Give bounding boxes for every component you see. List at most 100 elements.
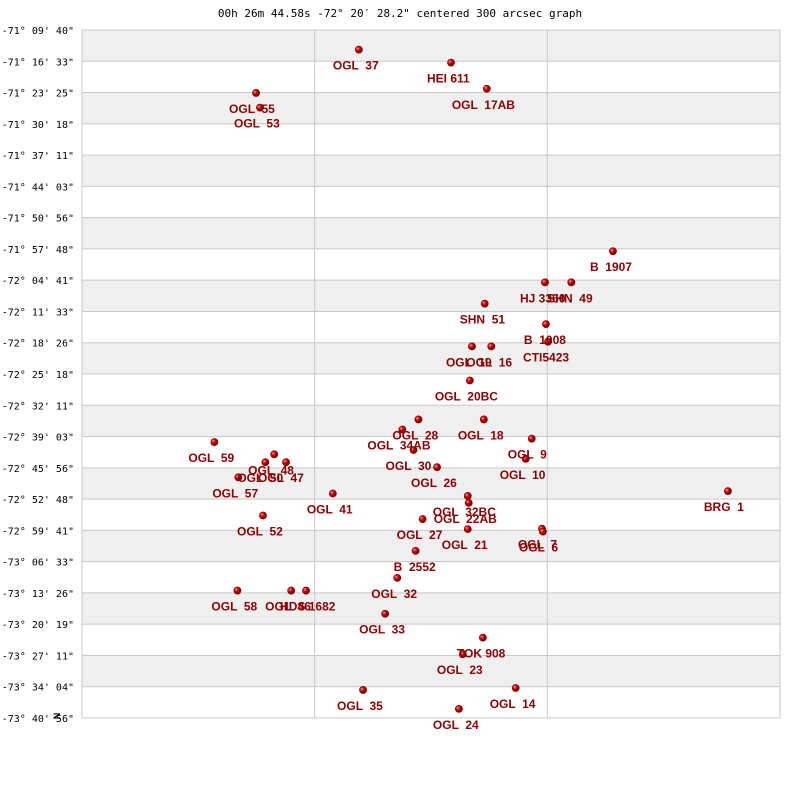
star-label: OGL 9: [508, 448, 547, 462]
row-bands: [82, 30, 780, 687]
y-tick-label: -72° 11' 33": [2, 307, 74, 318]
y-tick-label: -71° 23' 25": [2, 89, 74, 100]
star-label: B 1907: [590, 260, 632, 274]
star-point: [480, 299, 489, 308]
star-label: B 1008: [524, 333, 566, 347]
star-point: [544, 337, 552, 346]
star-label: OGL 34AB: [367, 438, 430, 452]
star-point: [252, 89, 260, 97]
y-tick-label: -73° 34' 04": [2, 683, 74, 694]
star-label: OGL 55: [229, 102, 275, 116]
star-label: OGL 23: [437, 663, 483, 677]
y-tick-label: -72° 04' 41": [2, 276, 74, 287]
star-label: OGL 6: [519, 541, 558, 555]
star-label: OGL 30: [386, 459, 432, 473]
star-label: OGL 52: [237, 525, 283, 539]
star-point: [398, 425, 407, 434]
y-tick-label: -72° 45' 56": [2, 464, 74, 475]
row-band: [82, 30, 780, 62]
star-label: OGL 57: [212, 486, 258, 500]
star-point: [482, 84, 491, 93]
star-point: [447, 58, 455, 67]
star-point: [411, 546, 420, 555]
star-point: [414, 415, 423, 424]
row-band: [82, 655, 780, 687]
star-point: [259, 511, 267, 520]
star-point: [282, 458, 290, 467]
star-label: OGL 17AB: [452, 98, 515, 112]
y-tick-label: -72° 25' 18": [2, 370, 74, 381]
y-tick-label: -71° 30' 18": [2, 120, 74, 131]
north-indicator: N: [52, 713, 62, 720]
plot-border: [81, 29, 781, 719]
row-band: [82, 467, 780, 500]
y-tick-label: -73° 40' 56": [2, 714, 74, 725]
row-band: [82, 92, 780, 124]
star-point: [287, 586, 296, 595]
y-tick-label: -71° 50' 56": [2, 214, 74, 225]
star-label: OGL 35: [337, 699, 383, 713]
star-label: TOK 908: [457, 647, 506, 661]
star-label: OGL 41: [307, 502, 353, 516]
y-tick-label: -73° 13' 26": [2, 589, 74, 600]
star-point: [521, 454, 530, 463]
star-point: [328, 489, 337, 498]
star-label: OGL 32BC: [433, 505, 496, 519]
star-point: [233, 586, 242, 595]
row-band: [82, 342, 780, 374]
star-label: OGL 21: [442, 538, 488, 552]
star-point: [418, 515, 427, 523]
star-point: [464, 498, 473, 507]
y-tick-label: -72° 59' 41": [2, 526, 74, 537]
y-tick-label: -71° 37' 11": [2, 151, 74, 162]
star-points: [210, 45, 732, 713]
star-point: [393, 573, 402, 582]
star-label: OGL 14: [490, 697, 536, 711]
star-point: [234, 473, 243, 482]
star-label: CTI5423: [523, 351, 569, 365]
y-axis-ticks: -71° 09' 40" -71° 16' 33" -71° 23' 25" -71°…: [2, 26, 74, 725]
star-point: [542, 320, 550, 329]
row-band: [82, 217, 780, 249]
star-label: SHN 51: [460, 313, 506, 327]
star-label: HEI 611: [427, 72, 470, 86]
star-point: [302, 586, 310, 595]
star-point: [458, 650, 467, 659]
y-tick-label: -72° 32' 11": [2, 401, 74, 412]
star-label: BRG 1: [704, 500, 744, 514]
y-tick-label: -73° 20' 19": [2, 620, 74, 631]
y-tick-label: -73° 27' 11": [2, 651, 74, 662]
star-label: OGL 24: [433, 718, 479, 732]
star-point: [455, 705, 463, 713]
y-tick-label: -72° 52' 48": [2, 495, 74, 506]
y-tick-label: -71° 16' 33": [2, 57, 74, 68]
star-point: [541, 278, 549, 287]
star-label: OGL 7: [518, 538, 557, 552]
grid-lines: [81, 29, 781, 719]
y-tick-label: -72° 39' 03": [2, 433, 74, 444]
star-point: [468, 342, 476, 351]
y-tick-label: -71° 44' 03": [2, 182, 74, 193]
star-label: OGL 46: [265, 600, 311, 614]
y-tick-label: -73° 06' 33": [2, 558, 74, 569]
star-label: OGL 22AB: [434, 512, 497, 526]
star-label: OGL 37: [333, 59, 379, 73]
star-point: [381, 609, 390, 618]
star-label: B 2552: [394, 560, 436, 574]
star-label: OGL 50: [237, 471, 283, 485]
star-point: [479, 415, 488, 424]
star-label: OGL 26: [411, 476, 457, 490]
star-point: [609, 247, 617, 256]
star-point: [354, 45, 363, 54]
star-point: [359, 686, 367, 694]
star-label: OGL 58: [211, 600, 257, 614]
row-band: [82, 530, 780, 562]
star-point: [567, 278, 576, 287]
star-label: OGL 20BC: [435, 389, 498, 403]
star-point: [409, 446, 418, 454]
star-point: [270, 450, 279, 459]
star-label: OGL 10: [500, 468, 546, 482]
star-label: OGL 47: [258, 471, 304, 485]
star-label: OGL 16: [466, 355, 512, 369]
